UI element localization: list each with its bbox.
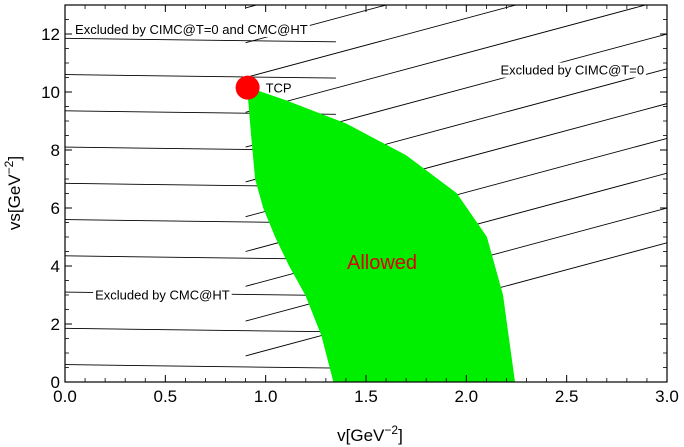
hatch-line (245, 5, 388, 44)
hatched-label-bg (73, 22, 310, 37)
x-tick-label: 0.5 (154, 387, 178, 406)
hatched-label-bg (498, 62, 647, 78)
x-tick-label: 1.5 (354, 387, 378, 406)
y-tick-label: 10 (41, 83, 60, 102)
hatch-line (245, 5, 259, 9)
hatched-label-cmc: Excluded by CMC@HT (95, 287, 230, 302)
y-tick-label: 2 (51, 315, 60, 334)
y-tick-label: 12 (41, 25, 60, 44)
hatch-line (65, 37, 336, 43)
x-tick-label: 2.0 (455, 387, 479, 406)
hatch-line (65, 364, 336, 369)
hatch-line (65, 327, 336, 333)
hatched-label-both: Excluded by CIMC@T=0 and CMC@HT (75, 22, 308, 37)
tick-layer: 0.0 0.5 1.0 1.5 2.0 2.5 3.0 0 2 4 6 8 10 12 (41, 5, 679, 406)
label-layer: Excluded by CIMC@T=0 and CMC@HT Excluded… (73, 22, 647, 303)
hatch-line (245, 5, 518, 78)
hatched-label-bg (93, 287, 232, 303)
hatched-label-cimc: Excluded by CIMC@T=0 (500, 63, 644, 78)
x-tick-label: 2.5 (555, 387, 579, 406)
point-layer: TCP (235, 75, 292, 100)
tcp-point (235, 75, 260, 100)
y-axis-title: vs[GeV−2] (2, 156, 24, 230)
region-layer: Allowed (247, 86, 516, 382)
hatch-line (245, 5, 648, 113)
x-axis-title: v[GeV−2] (337, 423, 403, 445)
y-tick-label: 6 (51, 199, 60, 218)
tcp-label: TCP (266, 81, 292, 96)
allowed-label: Allowed (347, 252, 417, 274)
y-tick-label: 4 (51, 257, 60, 276)
hatch-line (65, 74, 336, 79)
y-tick-label: 0 (51, 373, 60, 392)
allowed-region (247, 86, 516, 382)
x-tick-label: 0.0 (53, 387, 77, 406)
y-tick-label: 8 (51, 141, 60, 160)
x-tick-label: 3.0 (655, 387, 679, 406)
x-tick-label: 1.0 (254, 387, 278, 406)
